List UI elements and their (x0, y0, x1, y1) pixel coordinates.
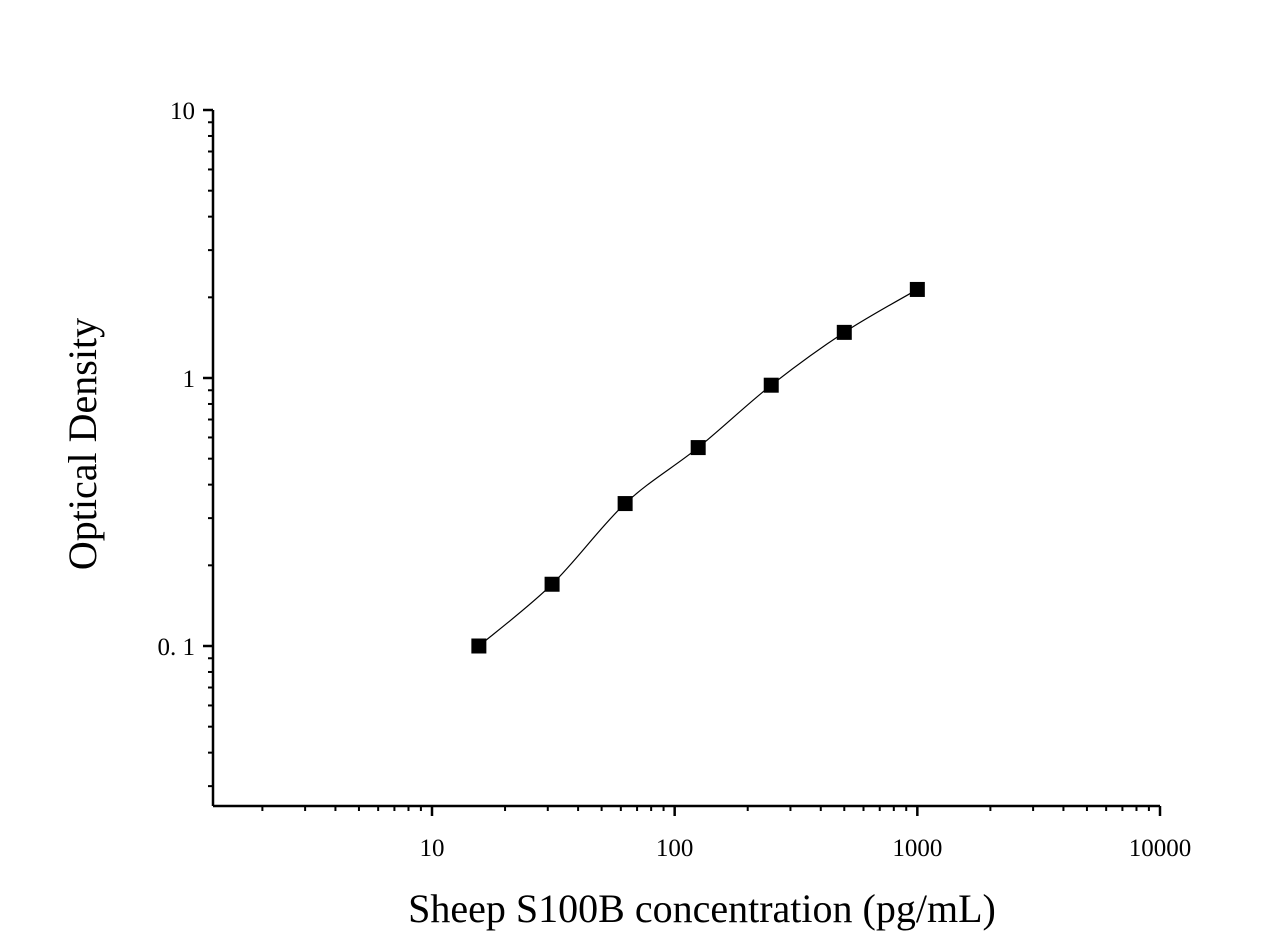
y-tick-labels: 0. 1 1 10 (158, 98, 196, 661)
x-tick-labels: 10 100 1000 10000 (420, 835, 1192, 862)
data-markers (471, 281, 925, 654)
y-major-ticks (203, 108, 213, 648)
y-tick-label: 10 (170, 98, 195, 125)
y-tick-label: 0. 1 (158, 634, 196, 661)
x-major-ticks (430, 806, 1162, 816)
y-tick-label: 1 (183, 366, 196, 393)
fit-curve (478, 288, 918, 647)
data-point (909, 281, 925, 297)
data-point (836, 324, 852, 340)
data-point (544, 576, 560, 592)
data-point (690, 440, 706, 456)
x-tick-label: 10 (420, 835, 445, 862)
x-tick-label: 1000 (892, 835, 942, 862)
x-tick-label: 10000 (1129, 835, 1192, 862)
data-point (763, 377, 779, 393)
x-axis-title: Sheep S100B concentration (pg/mL) (408, 886, 996, 931)
x-tick-label: 100 (656, 835, 694, 862)
data-point (471, 638, 487, 654)
x-minor-ticks (261, 806, 1150, 811)
data-point (617, 496, 633, 512)
y-axis-title: Optical Density (60, 318, 105, 570)
